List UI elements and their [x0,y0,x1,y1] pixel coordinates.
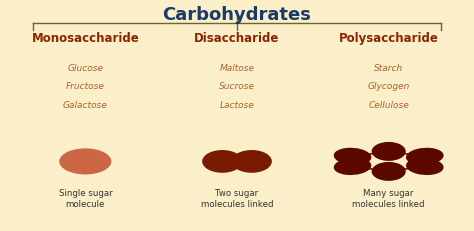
Text: Maltose: Maltose [219,64,255,73]
Text: Lactose: Lactose [219,100,255,109]
Text: Cellulose: Cellulose [368,100,409,109]
Text: Disaccharide: Disaccharide [194,32,280,45]
Ellipse shape [59,149,111,175]
Text: Starch: Starch [374,64,403,73]
Text: Polysaccharide: Polysaccharide [339,32,438,45]
Text: Monosaccharide: Monosaccharide [31,32,139,45]
Ellipse shape [231,150,272,173]
Text: Sucrose: Sucrose [219,82,255,91]
Ellipse shape [334,158,371,175]
Text: Glucose: Glucose [67,64,103,73]
Ellipse shape [334,148,371,165]
Text: Glycogen: Glycogen [367,82,410,91]
Ellipse shape [406,148,444,165]
Ellipse shape [372,142,406,161]
Ellipse shape [406,158,444,175]
Text: Carbohydrates: Carbohydrates [163,6,311,24]
Ellipse shape [202,150,242,173]
Text: Single sugar
molecule: Single sugar molecule [58,188,112,208]
Text: Galactose: Galactose [63,100,108,109]
Text: Fructose: Fructose [66,82,105,91]
Text: Two sugar
molecules linked: Two sugar molecules linked [201,188,273,208]
Text: Many sugar
molecules linked: Many sugar molecules linked [353,188,425,208]
Ellipse shape [372,162,406,181]
